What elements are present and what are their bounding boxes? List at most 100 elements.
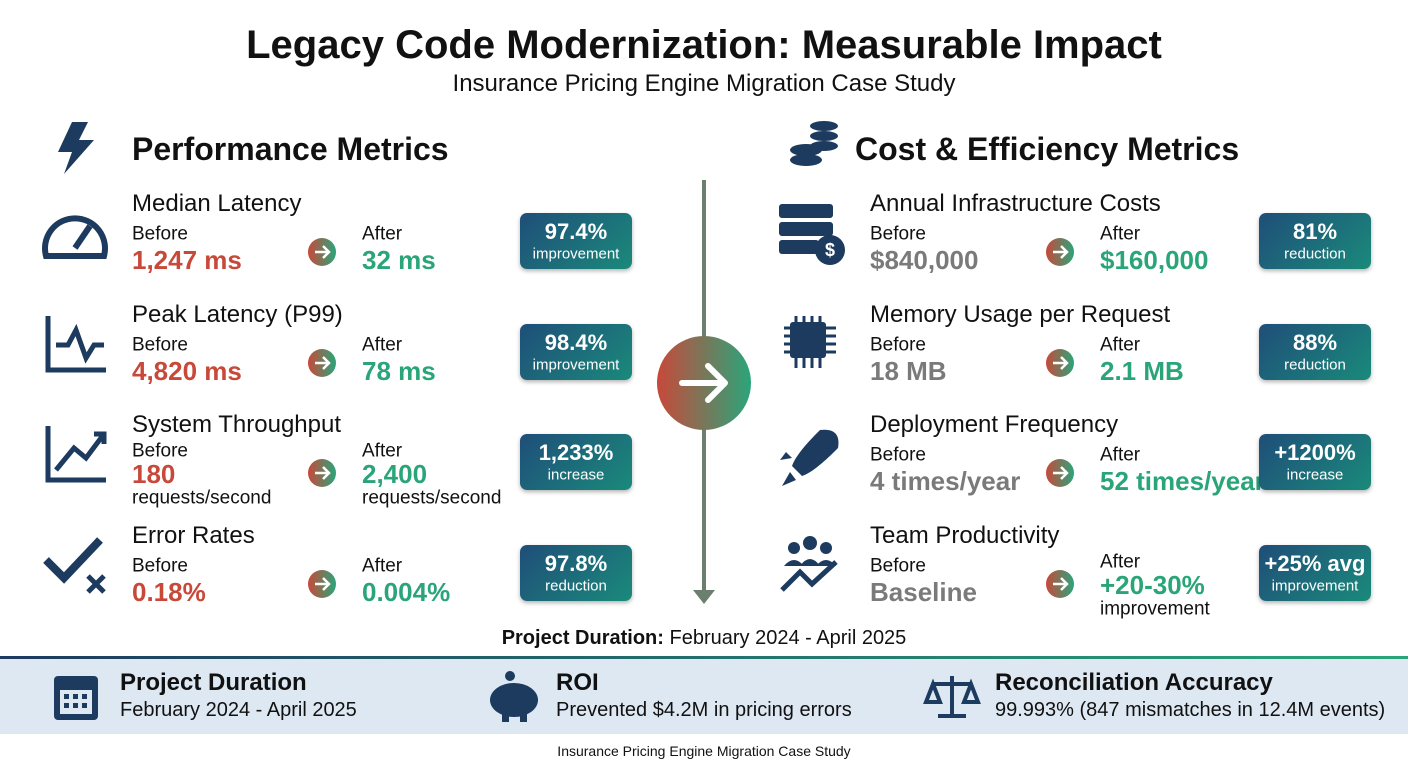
duration-label: Project Duration: — [501, 627, 664, 649]
arrow-glyph — [1053, 245, 1069, 259]
title: Legacy Code Modernization: Measurable Im… — [246, 23, 1162, 67]
before-value: 4 times/year — [870, 466, 1021, 496]
before-value: 180 — [132, 459, 176, 489]
arrow-glyph — [315, 466, 331, 480]
metric-name: Median Latency — [132, 190, 302, 217]
before-label: Before — [132, 440, 188, 462]
arrow-icon — [1046, 348, 1074, 377]
before-value: Baseline — [870, 576, 977, 607]
badge-label: improvement — [532, 245, 620, 263]
badge-value: 88% — [1292, 329, 1338, 355]
before-label: Before — [870, 334, 926, 355]
badge-value: 98.4% — [544, 329, 608, 355]
summary-text: Prevented $4.2M in pricing errors — [556, 699, 852, 721]
after-label: After — [362, 334, 403, 355]
badge: 97.8% reduction — [520, 544, 632, 601]
after-value: 52 times/year — [1100, 466, 1265, 496]
summary-title: Reconciliation Accuracy — [995, 669, 1273, 696]
section-title: Cost & Efficiency Metrics — [855, 131, 1240, 167]
metric-name: Peak Latency (P99) — [132, 300, 343, 328]
badge: +25% avg improvement — [1259, 544, 1371, 601]
after-value: 0.004% — [362, 576, 451, 607]
badge: 98.4% improvement — [520, 323, 632, 380]
summary-text: 99.993% (847 mismatches in 12.4M events) — [995, 699, 1386, 721]
after-value: 32 ms — [362, 245, 436, 275]
arrow-icon — [308, 569, 336, 598]
metric-name: Memory Usage per Request — [870, 300, 1171, 328]
before-label: Before — [132, 334, 188, 355]
before-label: Before — [870, 555, 926, 576]
after-value: +20-30% — [1100, 569, 1205, 600]
after-value: 2,400 — [362, 459, 428, 489]
badge-label: reduction — [1284, 356, 1346, 373]
arrow-glyph — [1053, 576, 1069, 591]
after-value: $160,000 — [1100, 245, 1209, 275]
before-value: 4,820 ms — [132, 355, 242, 386]
arrow-icon — [308, 459, 336, 487]
arrow-glyph — [315, 576, 331, 591]
after-label: After — [1100, 223, 1141, 245]
after-note: improvement — [1100, 598, 1210, 619]
arrow-glyph — [315, 355, 331, 370]
after-label: After — [362, 555, 403, 576]
badge-label: increase — [547, 466, 605, 484]
badge-value: 97.4% — [544, 219, 608, 244]
duration-line: Project Duration: February 2024 - April … — [502, 628, 907, 648]
after-label: After — [362, 440, 403, 462]
metric-name: Deployment Frequency — [870, 411, 1119, 438]
after-value: 2.1 MB — [1100, 355, 1184, 386]
badge-value: 1,233% — [538, 440, 614, 465]
section-title: Performance Metrics — [132, 131, 449, 167]
badge-label: improvement — [532, 356, 620, 373]
metric-name: System Throughput — [132, 411, 342, 438]
badge-value: 97.8% — [544, 550, 608, 576]
before-value: $840,000 — [870, 245, 979, 275]
before-value: 1,247 ms — [132, 245, 242, 275]
arrow-glyph — [1053, 466, 1069, 480]
badge: 81% reduction — [1259, 213, 1371, 269]
arrow-glyph — [315, 245, 331, 259]
metric-name: Error Rates — [132, 521, 255, 549]
caption: Insurance Pricing Engine Migration Case … — [557, 743, 851, 759]
arrow-icon — [308, 348, 336, 377]
badge-value: +1200% — [1274, 440, 1356, 465]
badge: 1,233% increase — [520, 434, 632, 490]
after-label: After — [362, 223, 403, 245]
arrow-icon — [1046, 569, 1074, 598]
arrow-glyph — [1053, 355, 1069, 370]
badge-label: improvement — [1271, 577, 1359, 594]
after-label: After — [1100, 551, 1141, 572]
metric-name: Team Productivity — [870, 521, 1060, 549]
before-label: Before — [132, 555, 188, 576]
summary-title: ROI — [556, 669, 599, 696]
after-label: After — [1100, 334, 1141, 355]
after-label: After — [1100, 444, 1141, 466]
arrow-icon — [1046, 238, 1074, 266]
badge-label: reduction — [545, 577, 607, 594]
badge-label: reduction — [1284, 245, 1346, 263]
badge: 97.4% improvement — [520, 213, 632, 269]
before-label: Before — [870, 444, 926, 466]
summary-title: Project Duration — [120, 669, 307, 696]
metric-name: Annual Infrastructure Costs — [870, 190, 1161, 217]
badge-label: increase — [1286, 466, 1344, 484]
duration-value: February 2024 - April 2025 — [669, 627, 907, 649]
badge-value: 81% — [1292, 219, 1338, 244]
before-label: Before — [870, 223, 926, 245]
summary-text: February 2024 - April 2025 — [120, 699, 357, 721]
arrow-icon — [1046, 459, 1074, 487]
before-label: Before — [132, 223, 188, 245]
after-note: requests/second — [362, 487, 502, 509]
before-value: 18 MB — [870, 355, 947, 386]
badge: +1200% increase — [1259, 434, 1371, 490]
arrow-icon — [308, 238, 336, 266]
badge: 88% reduction — [1259, 323, 1371, 380]
before-value: 0.18% — [132, 576, 206, 607]
badge-value: +25% avg — [1264, 550, 1366, 576]
svg-text:$: $ — [825, 240, 835, 260]
subtitle: Insurance Pricing Engine Migration Case … — [452, 70, 956, 97]
